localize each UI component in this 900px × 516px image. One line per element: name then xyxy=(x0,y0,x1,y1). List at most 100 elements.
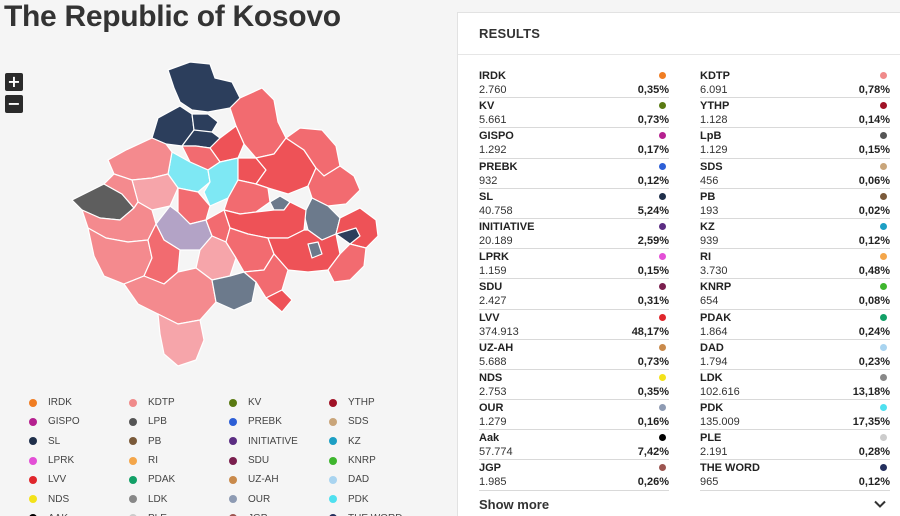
party-votes: 3.730 xyxy=(700,265,728,278)
legend-item[interactable]: THE WORD xyxy=(329,513,429,516)
legend-item[interactable]: NDS xyxy=(29,494,129,505)
map-region-dragash[interactable] xyxy=(157,313,205,367)
legend-color-dot xyxy=(229,417,237,426)
results-column-right: KDTP 6.091 0,78% YTHP 1.128 0,14% LpB 1.129 0,15… xyxy=(700,68,890,491)
legend-color-dot xyxy=(229,475,237,484)
legend-label: RI xyxy=(148,455,158,467)
party-votes: 135.009 xyxy=(700,416,740,429)
result-entry: KZ 939 0,12% xyxy=(700,219,890,250)
legend-item[interactable]: KZ xyxy=(329,436,429,447)
legend-label: NDS xyxy=(48,493,70,505)
party-color-dot xyxy=(880,404,887,412)
legend-color-dot xyxy=(129,456,137,465)
map-region-hani-elezit[interactable] xyxy=(265,289,293,313)
map-region-leposavic[interactable] xyxy=(167,61,241,113)
legend-label: PDK xyxy=(348,493,369,505)
legend-item[interactable]: KNRP xyxy=(329,455,429,466)
party-name: YTHP xyxy=(700,100,730,113)
chevron-down-icon[interactable] xyxy=(873,497,887,511)
party-votes: 2.191 xyxy=(700,446,728,459)
legend-item[interactable]: PLE xyxy=(129,513,229,516)
legend-item[interactable]: UZ-AH xyxy=(229,474,329,485)
legend-label: UZ-AH xyxy=(248,474,279,486)
legend-item[interactable]: YTHP xyxy=(329,397,429,408)
party-name: KDTP xyxy=(700,70,730,82)
legend-item[interactable]: RI xyxy=(129,455,229,466)
legend-label: LPB xyxy=(148,416,167,428)
legend-row: LPRK RI SDU KNRP xyxy=(29,451,429,470)
party-votes: 1.794 xyxy=(700,355,728,368)
party-color-dot xyxy=(659,373,666,381)
legend-item[interactable]: PB xyxy=(129,436,229,447)
legend-item[interactable]: DAD xyxy=(329,474,429,485)
party-votes: 5.688 xyxy=(479,355,507,368)
legend-item[interactable]: PDAK xyxy=(129,474,229,485)
legend-color-dot xyxy=(329,456,337,465)
result-entry: JGP 1.985 0,26% xyxy=(479,460,669,491)
legend-color-dot xyxy=(29,437,37,446)
results-panel: RESULTS IRDK 2.760 0,35% KV 5.661 0,73% GISPO 1… xyxy=(457,12,900,516)
legend-color-dot xyxy=(29,398,37,407)
party-percentage: 0,31% xyxy=(637,295,669,308)
result-entry: THE WORD 965 0,12% xyxy=(700,460,890,491)
party-percentage: 0,12% xyxy=(858,234,890,247)
legend-label: YTHP xyxy=(348,397,375,409)
party-percentage: 0,35% xyxy=(637,385,669,398)
result-entry: LDK 102.616 13,18% xyxy=(700,370,890,401)
map-region-kllokot[interactable] xyxy=(307,241,323,259)
zoom-out-button[interactable]: − xyxy=(5,95,23,113)
party-name: KV xyxy=(479,100,495,113)
map-region-novo-brdo[interactable] xyxy=(307,165,361,207)
party-votes: 40.758 xyxy=(479,204,513,217)
legend-item[interactable]: PREBK xyxy=(229,416,329,427)
legend-item[interactable]: IRDK xyxy=(29,397,129,408)
party-name: LpB xyxy=(700,130,722,143)
legend-label: SDU xyxy=(248,455,270,467)
zoom-in-button[interactable]: + xyxy=(5,73,23,91)
result-entry: UZ-AH 5.688 0,73% xyxy=(479,340,669,370)
party-votes: 1.128 xyxy=(700,114,728,127)
map-region-viti[interactable] xyxy=(327,243,367,283)
legend-item[interactable]: JGP xyxy=(229,513,329,516)
legend-item[interactable]: INITIATIVE xyxy=(229,436,329,447)
show-more-button[interactable]: Show more xyxy=(479,497,550,512)
legend-item[interactable]: KDTP xyxy=(129,397,229,408)
legend-item[interactable]: LPB xyxy=(129,416,229,427)
legend-item[interactable]: OUR xyxy=(229,494,329,505)
map-region-east-strip[interactable] xyxy=(335,227,361,245)
legend-label: KNRP xyxy=(348,455,376,467)
legend-color-dot xyxy=(329,417,337,426)
map-region-istog[interactable] xyxy=(107,137,173,181)
party-color-dot xyxy=(880,343,887,351)
party-name: LVV xyxy=(479,311,500,324)
legend-label: INITIATIVE xyxy=(248,435,298,447)
legend-item[interactable]: SDS xyxy=(329,416,429,427)
legend-item[interactable]: LVV xyxy=(29,474,129,485)
party-percentage: 0,78% xyxy=(858,84,890,96)
result-entry: SDU 2.427 0,31% xyxy=(479,279,669,310)
party-color-dot xyxy=(880,72,887,79)
legend-item[interactable]: LDK xyxy=(129,494,229,505)
legend-color-dot xyxy=(129,495,137,504)
result-entry: NDS 2.753 0,35% xyxy=(479,370,669,401)
party-percentage: 48,17% xyxy=(631,325,669,338)
map-region-far-east[interactable] xyxy=(335,207,379,249)
legend-item[interactable]: LPRK xyxy=(29,455,129,466)
legend-item[interactable]: SL xyxy=(29,436,129,447)
party-color-dot xyxy=(659,192,666,200)
map-region-strpce[interactable] xyxy=(211,271,257,311)
party-votes: 1.292 xyxy=(479,144,507,157)
party-name: DAD xyxy=(700,341,724,354)
legend-item[interactable]: GISPO xyxy=(29,416,129,427)
legend-item[interactable]: PDK xyxy=(329,494,429,505)
legend-label: KZ xyxy=(348,435,361,447)
party-votes: 1.985 xyxy=(479,476,507,489)
map-region-kacanik[interactable] xyxy=(243,253,289,299)
legend-item[interactable]: AAK xyxy=(29,513,129,516)
party-color-dot xyxy=(880,162,887,170)
legend-item[interactable]: KV xyxy=(229,397,329,408)
party-votes: 932 xyxy=(479,174,498,187)
party-percentage: 0,35% xyxy=(637,84,669,96)
party-votes: 2.760 xyxy=(479,84,507,96)
legend-item[interactable]: SDU xyxy=(229,455,329,466)
